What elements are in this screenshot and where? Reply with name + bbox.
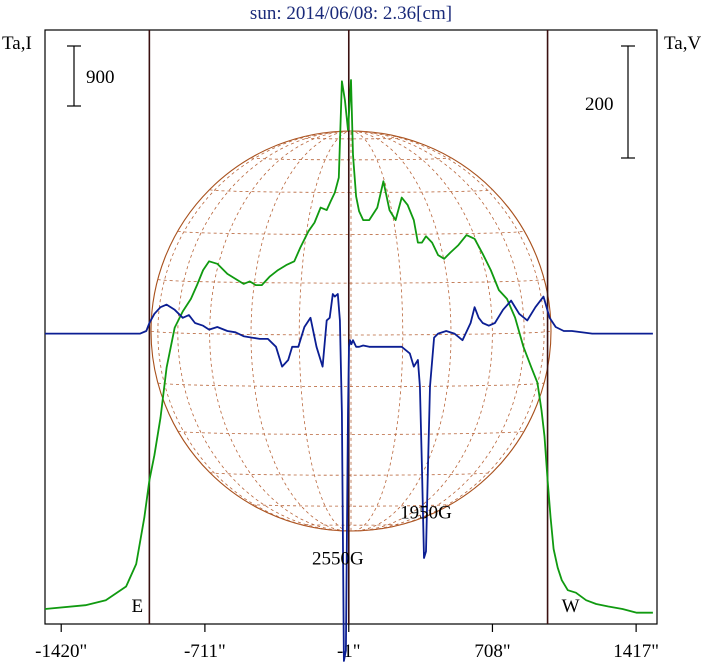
field-strength-annotation: 1950G [400, 502, 452, 523]
grid-parallel [150, 330, 552, 336]
field-strength-annotation: 2550G [312, 549, 364, 570]
x-tick-label: 1417" [613, 641, 659, 662]
grid-parallel [299, 523, 403, 526]
grid-parallel [209, 189, 493, 193]
grid-meridian [250, 130, 352, 532]
chart-title: sun: 2014/06/08: 2.36[cm] [250, 3, 452, 24]
plot-frame [44, 29, 658, 625]
x-tick-label: 708" [474, 641, 510, 662]
grid-meridian [157, 130, 352, 531]
scale-bar-left-label: 900 [86, 67, 115, 88]
x-axis: -1420" -711" -1" 708" 1417" [35, 624, 659, 662]
limb-marker-label: W [562, 596, 580, 617]
scale-bar-left: 900 [67, 45, 115, 107]
grid-meridian [177, 130, 352, 532]
series-line-polarization [45, 293, 653, 662]
grid-parallel [177, 430, 525, 435]
grid-parallel [299, 137, 403, 140]
scale-bar-right: 200 [585, 45, 635, 159]
annotations: 1950G 2550G [312, 502, 452, 569]
grid-meridian [350, 130, 525, 532]
scale-bar-right-label: 200 [585, 94, 614, 115]
grid-parallel [157, 278, 545, 284]
grid-parallel [158, 382, 544, 387]
y-axis-left-label: Ta,I [2, 33, 32, 54]
grid-meridian [350, 130, 493, 532]
series-layer [44, 79, 653, 662]
series-line-intensity [44, 79, 653, 614]
grid-meridian [350, 130, 545, 531]
solar-disk [150, 130, 552, 532]
x-tick-label: -1420" [35, 641, 87, 662]
grid-parallel [250, 157, 452, 161]
x-tick-label: -711" [184, 641, 226, 662]
grid-meridian [350, 130, 404, 532]
limb-marker-label: E [132, 596, 144, 617]
grid-meridian [350, 130, 452, 532]
x-tick-label: -1" [337, 641, 361, 662]
y-axis-right-label: Ta,V [664, 33, 701, 54]
heliographic-grid [150, 130, 552, 532]
